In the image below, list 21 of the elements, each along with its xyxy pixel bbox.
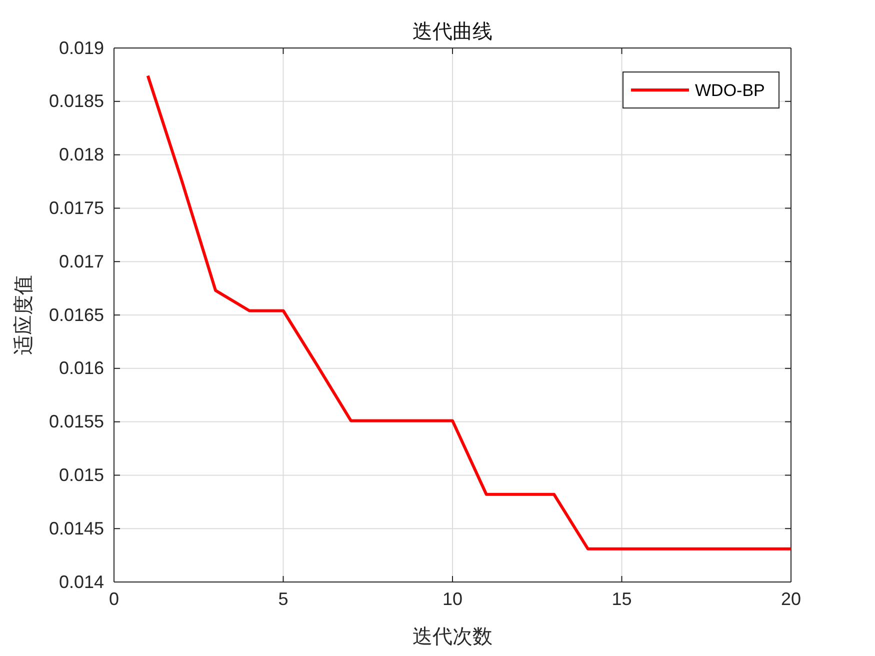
y-tick-label: 0.014 (58, 572, 104, 592)
x-tick-label: 0 (108, 588, 120, 609)
y-tick-label: 0.0145 (48, 518, 104, 538)
x-tick-label: 20 (780, 588, 802, 609)
y-tick-label: 0.017 (58, 251, 104, 272)
y-tick-label: 0.018 (58, 144, 104, 165)
x-tick-label: 15 (612, 588, 632, 609)
y-axis-title: 适应度值 (11, 275, 35, 355)
y-tick-label: 0.0165 (48, 304, 104, 325)
y-tick-label: 0.0185 (48, 91, 104, 112)
line-series (146, 74, 792, 550)
y-tick-label: 0.016 (58, 358, 104, 378)
legend-label: WDO-BP (695, 81, 765, 100)
y-tick-label: 0.0175 (48, 198, 104, 218)
x-tick-label: 10 (442, 588, 463, 609)
x-tick-label: 5 (278, 588, 288, 609)
chart-title: 迭代曲线 (412, 19, 492, 43)
y-tick-label: 0.015 (58, 464, 104, 485)
y-tick-label: 0.0155 (48, 412, 104, 432)
y-tick-label: 0.019 (58, 38, 104, 58)
x-axis-title: 迭代次数 (412, 624, 492, 648)
